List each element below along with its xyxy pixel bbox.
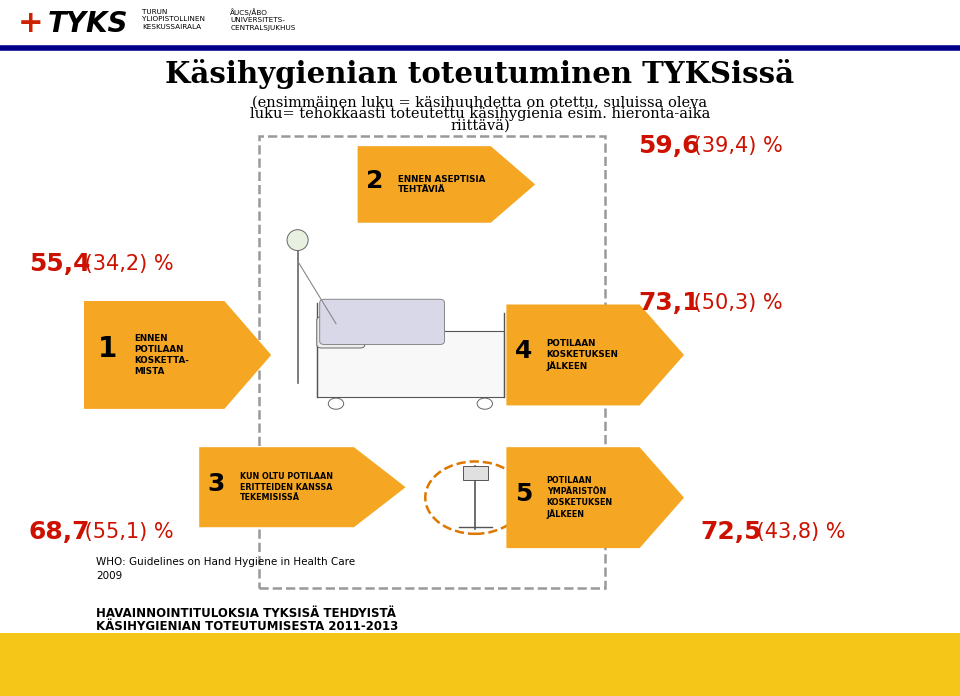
- Bar: [463, 466, 488, 480]
- Text: 5: 5: [515, 482, 533, 506]
- Text: 4: 4: [515, 340, 533, 363]
- Text: 59,6: 59,6: [638, 134, 700, 158]
- Text: Egentliga Finlands sjukvårdsdistrikt: Egentliga Finlands sjukvårdsdistrikt: [509, 655, 835, 674]
- Text: 72,5: 72,5: [701, 521, 762, 544]
- Text: ENNEN ASEPTISIA
TEHTÄVIÄ: ENNEN ASEPTISIA TEHTÄVIÄ: [398, 175, 486, 194]
- Text: 3: 3: [207, 472, 226, 496]
- Text: luku= tehokkaasti toteutettu käsihygienia esim. hieronta-aika: luku= tehokkaasti toteutettu käsihygieni…: [250, 107, 710, 121]
- Text: Käsihygienian toteutuminen TYKSissä: Käsihygienian toteutuminen TYKSissä: [165, 59, 795, 90]
- Text: 73,1: 73,1: [638, 291, 700, 315]
- Polygon shape: [84, 301, 271, 409]
- FancyBboxPatch shape: [317, 317, 365, 348]
- Ellipse shape: [334, 303, 357, 324]
- Text: HAVAINNOINTITULOKSIA TYKSISÄ TEHDYISTÄ: HAVAINNOINTITULOKSIA TYKSISÄ TEHDYISTÄ: [96, 608, 396, 620]
- Polygon shape: [507, 448, 684, 548]
- Text: 2: 2: [366, 169, 384, 193]
- Text: POTILAAN
KOSKETUKSEN
JÄLKEEN: POTILAAN KOSKETUKSEN JÄLKEEN: [547, 339, 618, 371]
- Bar: [0, 633, 960, 696]
- Text: 1: 1: [98, 335, 118, 363]
- Text: riittävä): riittävä): [450, 119, 510, 133]
- Text: (ensimmäinen luku = käsihuuhdetta on otettu, suluissa oleva: (ensimmäinen luku = käsihuuhdetta on ote…: [252, 95, 708, 109]
- Bar: [317, 331, 504, 397]
- Bar: [259, 136, 605, 588]
- Polygon shape: [357, 146, 536, 223]
- Text: (50,3) %: (50,3) %: [687, 293, 783, 313]
- Text: ÅUCS/ÅBO
UNIVERSITETS-
CENTRALSJUKHUS: ÅUCS/ÅBO UNIVERSITETS- CENTRALSJUKHUS: [230, 8, 296, 31]
- Text: KÄSIHYGIENIAN TOTEUTUMISESTA 2011-2013: KÄSIHYGIENIAN TOTEUTUMISESTA 2011-2013: [96, 620, 398, 633]
- Text: 55,4: 55,4: [29, 253, 90, 276]
- Text: +: +: [17, 9, 43, 38]
- Text: (55,1) %: (55,1) %: [78, 523, 174, 542]
- Ellipse shape: [287, 230, 308, 251]
- Text: WHO: Guidelines on Hand Hygiene in Health Care
2009: WHO: Guidelines on Hand Hygiene in Healt…: [96, 557, 355, 581]
- Text: KUN OLTU POTILAAN
ERITTEIDEN KANSSA
TEKEMISISSÄ: KUN OLTU POTILAAN ERITTEIDEN KANSSA TEKE…: [240, 472, 332, 503]
- Polygon shape: [200, 448, 405, 528]
- Text: TURUN
YLIOPISTOLLINEN
KESKUSSAIRALA: TURUN YLIOPISTOLLINEN KESKUSSAIRALA: [142, 9, 205, 30]
- Text: (39,4) %: (39,4) %: [687, 136, 783, 156]
- Polygon shape: [507, 305, 684, 405]
- Text: (43,8) %: (43,8) %: [750, 523, 845, 542]
- Text: Varsinais-Suomen sairaanhoitopiiri: Varsinais-Suomen sairaanhoitopiiri: [43, 656, 360, 673]
- Text: POTILAAN
YMPÄRISTÖN
KOSKETUKSEN
JÄLKEEN: POTILAAN YMPÄRISTÖN KOSKETUKSEN JÄLKEEN: [547, 477, 612, 519]
- Text: TYKS: TYKS: [48, 10, 129, 38]
- Text: (34,2) %: (34,2) %: [78, 255, 174, 274]
- Text: 68,7: 68,7: [29, 521, 90, 544]
- Text: ENNEN
POTILAAN
KOSKETTA-
MISTA: ENNEN POTILAAN KOSKETTA- MISTA: [133, 334, 189, 376]
- FancyBboxPatch shape: [320, 299, 444, 345]
